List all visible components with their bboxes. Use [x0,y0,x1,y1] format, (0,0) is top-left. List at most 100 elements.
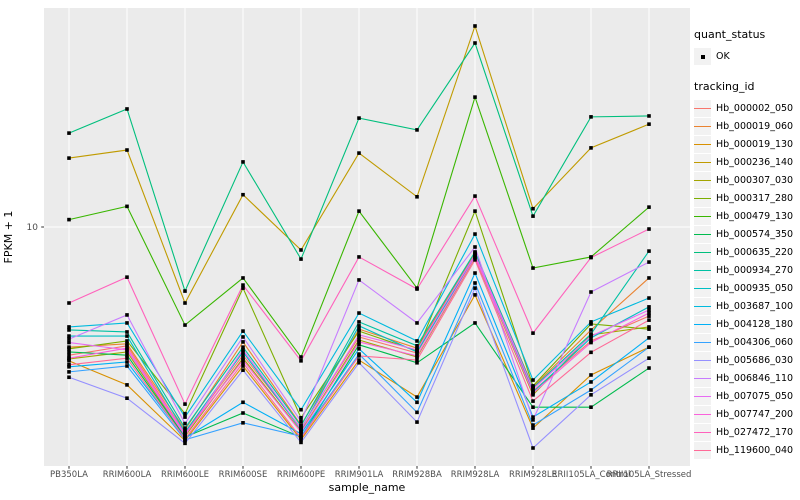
legend-item-Hb_000935_050: Hb_000935_050 [694,280,800,297]
legend-item-label: Hb_007075_050 [716,391,794,402]
data-point [357,327,361,331]
data-point [241,276,245,280]
data-point [299,436,303,440]
legend-item-Hb_000934_270: Hb_000934_270 [694,262,800,279]
data-point [241,364,245,368]
data-point [647,260,651,264]
data-point [67,356,71,360]
data-point [589,336,593,340]
legend-key-swatch [694,298,711,315]
x-tick-label: RRIM928LE [509,470,557,480]
data-point [647,345,651,349]
legend-key-swatch [694,262,711,279]
data-point [299,440,303,445]
legend-item-Hb_000479_130: Hb_000479_130 [694,208,800,225]
data-point [183,441,187,446]
data-point [647,311,651,315]
legend-item-Hb_000019_060: Hb_000019_060 [694,118,800,135]
data-point [531,423,535,427]
data-point [125,330,129,334]
data-point [125,344,129,348]
legend-tracking-id-items: Hb_000002_050 Hb_000019_060 Hb_000019_130 H… [694,100,800,459]
data-point [67,353,71,357]
data-point [647,276,651,280]
data-point [241,356,245,360]
data-point [125,334,129,338]
data-point [415,348,419,352]
data-point [531,266,535,270]
legend-item-Hb_000574_350: Hb_000574_350 [694,226,800,243]
data-point [415,287,419,291]
data-point [473,245,477,249]
legend-item-label: Hb_000934_270 [716,265,794,276]
data-point [473,24,477,28]
data-point [299,257,303,261]
data-point [647,318,651,322]
data-point [241,421,245,425]
data-point [67,328,71,332]
legend-item-label: Hb_004306_060 [716,337,794,348]
data-point [357,338,361,342]
legend-line-icon [694,108,711,110]
x-tick-label: PB350LA [50,470,88,480]
data-point [125,356,129,360]
legend-line-icon [694,450,711,452]
data-point [531,426,535,430]
data-point [647,227,651,231]
data-point [67,340,71,345]
legend-item-quant-ok: OK [694,48,800,65]
data-point [125,313,129,317]
data-point [473,95,477,99]
legend-quant-status-title: quant_status [694,28,766,41]
x-tick-label: RRIM600SE [219,470,268,480]
data-point [125,350,129,354]
data-point [125,107,129,111]
legend-item-Hb_000635_220: Hb_000635_220 [694,244,800,261]
data-point [357,151,361,155]
data-point [473,194,477,198]
legend-item-Hb_000317_280: Hb_000317_280 [694,190,800,207]
legend-key-swatch [694,406,711,423]
data-point [589,255,593,260]
data-point [241,368,245,372]
data-point [589,328,593,332]
legend-item-Hb_004128_180: Hb_004128_180 [694,316,800,333]
data-point [589,393,593,397]
point-marker-icon [701,55,705,59]
data-point [357,324,361,328]
data-point [531,399,535,403]
legend-line-icon [694,252,711,254]
legend-item-label: Hb_004128_180 [716,319,794,330]
data-point [647,366,651,370]
legend-line-icon [694,378,711,380]
data-point [299,248,303,252]
data-point [415,354,419,358]
legend-item-label: Hb_000236_140 [716,157,794,168]
legend-key-swatch [694,118,711,135]
data-point [357,354,361,358]
legend-item-label: Hb_000002_050 [716,103,794,114]
legend-line-icon [694,414,711,416]
x-tick-label: RRIM600LA [103,470,152,480]
data-point [647,249,651,253]
data-point [67,301,71,305]
data-point [241,286,245,290]
data-point [357,360,361,365]
data-point [415,321,419,325]
data-point [67,131,71,135]
data-point [589,115,593,119]
data-point [183,421,187,426]
data-point [125,204,129,209]
data-point [415,194,419,199]
legend-item-label: Hb_007747_200 [716,409,794,420]
panel-background [44,8,690,466]
data-point [531,206,535,211]
data-point [67,365,71,369]
data-point [357,358,361,362]
data-point [241,335,245,339]
legend-item-Hb_003687_100: Hb_003687_100 [694,298,800,315]
data-point [647,314,651,318]
data-point [531,214,535,218]
data-point [183,301,187,305]
